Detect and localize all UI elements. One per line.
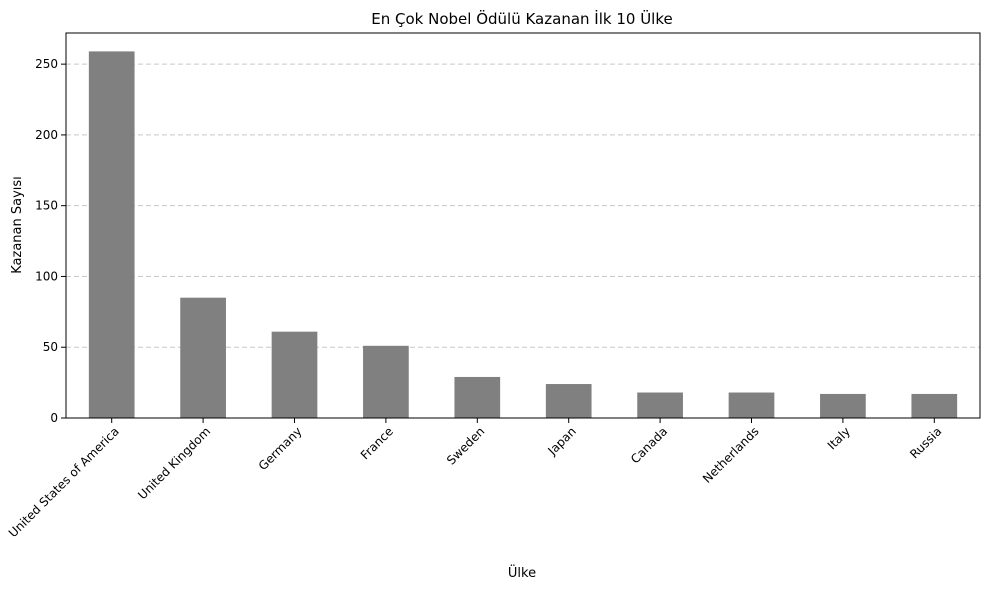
y-tick-label: 150 bbox=[35, 199, 58, 213]
y-tick-label: 50 bbox=[43, 340, 58, 354]
y-tick-label: 100 bbox=[35, 269, 58, 283]
x-axis-label: Ülke bbox=[508, 564, 536, 581]
y-tick-label: 0 bbox=[50, 411, 58, 425]
y-axis-ticks: 0 50 100 150 200 250 bbox=[35, 57, 66, 425]
bars bbox=[88, 51, 958, 419]
bar bbox=[545, 384, 592, 418]
bar bbox=[820, 393, 866, 418]
bar bbox=[363, 345, 409, 418]
bar bbox=[728, 392, 775, 418]
plot-frame bbox=[65, 32, 981, 419]
bar bbox=[180, 297, 226, 418]
y-axis-label: Kazanan Sayısı bbox=[10, 176, 25, 274]
bar bbox=[271, 331, 318, 418]
grid-lines bbox=[66, 63, 980, 348]
bar bbox=[637, 392, 683, 418]
bar bbox=[454, 376, 501, 418]
bar bbox=[911, 393, 958, 418]
y-tick-label: 250 bbox=[35, 57, 58, 71]
y-tick-label: 200 bbox=[35, 128, 58, 142]
bar bbox=[88, 51, 135, 419]
chart-title: En Çok Nobel Ödülü Kazanan İlk 10 Ülke bbox=[371, 9, 672, 28]
